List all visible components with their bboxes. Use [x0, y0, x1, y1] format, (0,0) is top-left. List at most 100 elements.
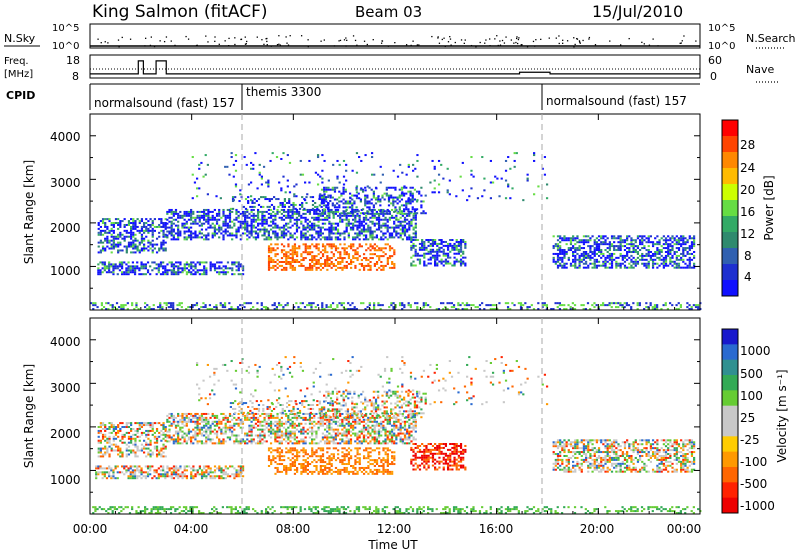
velocity-cell	[104, 439, 107, 442]
velocity-cell	[207, 428, 210, 431]
power-cell	[317, 226, 320, 229]
power-cell	[191, 173, 194, 176]
power-cell	[459, 244, 463, 247]
power-cell	[496, 177, 499, 180]
velocity-cell	[129, 465, 132, 468]
power-cell	[207, 212, 210, 215]
power-cell	[272, 266, 275, 269]
power-cell	[160, 247, 163, 250]
power-cell	[272, 222, 275, 225]
power-cell	[382, 251, 385, 254]
power-cell	[327, 210, 330, 213]
power-cell	[263, 222, 266, 225]
power-cell	[671, 245, 674, 248]
power-cell	[348, 206, 352, 209]
power-cell	[434, 258, 437, 261]
power-cell	[239, 265, 243, 268]
power-cell	[693, 266, 696, 269]
power-cell	[339, 214, 342, 217]
power-cell	[289, 226, 292, 229]
power-cell	[147, 241, 150, 244]
power-cell	[375, 268, 379, 271]
power-cell	[621, 256, 624, 259]
power-cell	[289, 266, 292, 269]
power-cell	[136, 239, 139, 242]
power-cell	[422, 304, 425, 307]
velocity-cell	[261, 438, 264, 441]
noise-point	[510, 39, 513, 41]
power-cell	[464, 240, 467, 243]
velocity-cell	[250, 420, 253, 423]
power-cell	[688, 247, 691, 250]
power-cell	[101, 222, 105, 225]
velocity-cell	[138, 435, 141, 438]
power-cell	[604, 249, 607, 252]
power-cell	[628, 235, 631, 238]
power-cell	[356, 257, 359, 260]
noise-point	[562, 39, 564, 41]
power-cell	[386, 218, 389, 221]
power-cell	[380, 268, 383, 271]
power-cell	[187, 226, 191, 229]
power-cell	[352, 255, 355, 258]
power-cell	[209, 224, 212, 227]
power-cell	[606, 260, 609, 263]
noise-point	[695, 40, 697, 42]
power-cell	[582, 304, 585, 307]
power-cell	[213, 216, 216, 219]
power-cell	[406, 236, 409, 239]
power-cell	[375, 255, 379, 258]
power-cell	[270, 257, 273, 260]
noise-point	[449, 36, 451, 38]
power-cell	[125, 245, 128, 248]
power-cell	[216, 271, 219, 274]
power-cell	[304, 243, 307, 246]
power-cell	[274, 249, 277, 252]
power-cell	[341, 257, 344, 260]
power-cell	[626, 237, 629, 240]
power-cell	[308, 238, 312, 241]
power-cell	[177, 224, 180, 227]
power-cell	[194, 216, 197, 219]
power-cell	[119, 241, 122, 244]
power-cell	[147, 220, 150, 223]
power-cell	[120, 306, 123, 309]
power-cell	[332, 216, 335, 219]
power-cell	[338, 181, 341, 184]
power-cell	[379, 204, 382, 207]
power-cell	[362, 224, 366, 227]
velocity-cell	[155, 441, 159, 444]
power-cell	[109, 304, 112, 307]
power-cell	[358, 268, 361, 271]
velocity-cell	[99, 426, 102, 429]
power-cell	[221, 304, 224, 307]
power-cell	[604, 262, 607, 265]
power-cell	[177, 234, 180, 237]
power-cell	[334, 238, 337, 241]
power-cell	[221, 306, 224, 309]
power-cell	[160, 241, 163, 244]
power-cell	[584, 266, 588, 269]
power-cell	[205, 220, 208, 223]
power-cbar-24: 24	[740, 161, 755, 175]
power-ytick-3000: 3000	[50, 176, 81, 190]
power-cell	[97, 223, 100, 226]
power-cell	[140, 273, 143, 276]
power-cell	[677, 258, 681, 261]
power-cell	[250, 224, 253, 227]
power-cell	[222, 238, 225, 241]
power-cell	[688, 304, 691, 307]
power-cell	[162, 261, 165, 264]
velocity-cell	[174, 430, 178, 433]
power-cell	[246, 214, 249, 217]
velocity-cell	[200, 434, 204, 437]
velocity-cell	[209, 438, 212, 441]
power-cell	[187, 214, 191, 217]
velocity-cell	[252, 440, 255, 443]
power-cell	[453, 246, 456, 249]
power-cell	[170, 210, 173, 213]
velocity-cell	[239, 438, 242, 441]
power-cell	[117, 241, 120, 244]
velocity-cell	[192, 420, 195, 423]
noise-point	[117, 39, 120, 41]
